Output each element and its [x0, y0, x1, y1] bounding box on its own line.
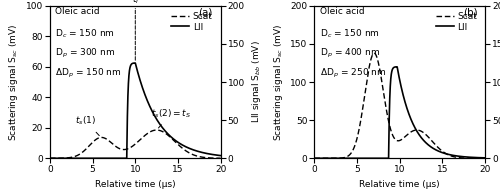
Text: D$_p$ = 300 nm: D$_p$ = 300 nm: [55, 47, 116, 60]
Legend: Scat, LII: Scat, LII: [436, 12, 477, 32]
X-axis label: Relative time (μs): Relative time (μs): [360, 180, 440, 189]
Text: D$_c$ = 150 nm: D$_c$ = 150 nm: [320, 27, 380, 40]
Text: $t_s(1)$: $t_s(1)$: [76, 115, 100, 136]
Text: (a): (a): [198, 7, 213, 17]
Text: $t_s(2)=t_S$: $t_s(2)=t_S$: [151, 107, 191, 128]
Y-axis label: Scattering signal S$_{sc}$ (mV): Scattering signal S$_{sc}$ (mV): [272, 23, 284, 141]
X-axis label: Relative time (μs): Relative time (μs): [95, 180, 176, 189]
Text: ΔD$_p$ = 150 nm: ΔD$_p$ = 150 nm: [55, 67, 122, 80]
Text: Oleic acid: Oleic acid: [320, 7, 364, 16]
Text: (b): (b): [463, 7, 477, 17]
Y-axis label: Scattering signal S$_{sc}$ (mV): Scattering signal S$_{sc}$ (mV): [7, 23, 20, 141]
Text: D$_p$ = 400 nm: D$_p$ = 400 nm: [320, 47, 380, 60]
Text: D$_c$ = 150 nm: D$_c$ = 150 nm: [55, 27, 115, 40]
Text: ΔD$_p$ = 250 nm: ΔD$_p$ = 250 nm: [320, 67, 386, 80]
Legend: Scat, LII: Scat, LII: [171, 12, 212, 32]
Text: $t_I$: $t_I$: [132, 0, 139, 6]
Y-axis label: LII signal S$_{bb}$ (mV): LII signal S$_{bb}$ (mV): [250, 41, 264, 123]
Text: Oleic acid: Oleic acid: [55, 7, 100, 16]
